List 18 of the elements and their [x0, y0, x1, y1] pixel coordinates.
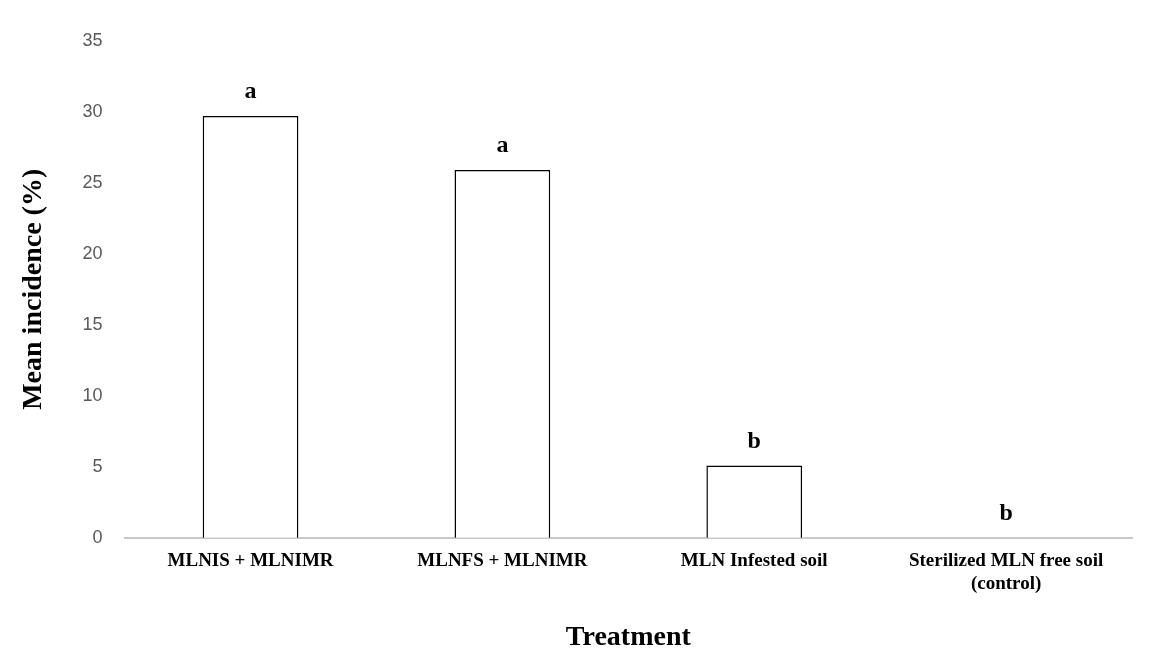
- y-tick-label: 30: [82, 100, 103, 121]
- y-tick-label: 10: [82, 384, 103, 405]
- y-tick-label: 25: [82, 171, 103, 192]
- x-tick-label: Sterilized MLN free soil (control): [908, 549, 1104, 594]
- annotation: b: [999, 499, 1013, 525]
- annotation: a: [244, 77, 257, 104]
- x-tick-label: MLNIS + MLNIMR: [167, 549, 334, 571]
- y-tick-label: 35: [82, 29, 103, 50]
- y-tick-label: 20: [82, 242, 103, 263]
- annotation: b: [747, 426, 761, 453]
- y-tick-label: 0: [92, 526, 103, 547]
- x-tick-label: MLN Infested soil: [680, 549, 828, 571]
- annotation: a: [496, 131, 509, 158]
- x-tick-label: MLNFS + MLNIMR: [417, 549, 588, 571]
- y-tick-label: 15: [82, 313, 103, 334]
- x-axis-title: Treatment: [565, 620, 692, 652]
- y-tick-label: 5: [92, 455, 103, 476]
- y-axis-title: Mean incidence (%): [16, 168, 48, 410]
